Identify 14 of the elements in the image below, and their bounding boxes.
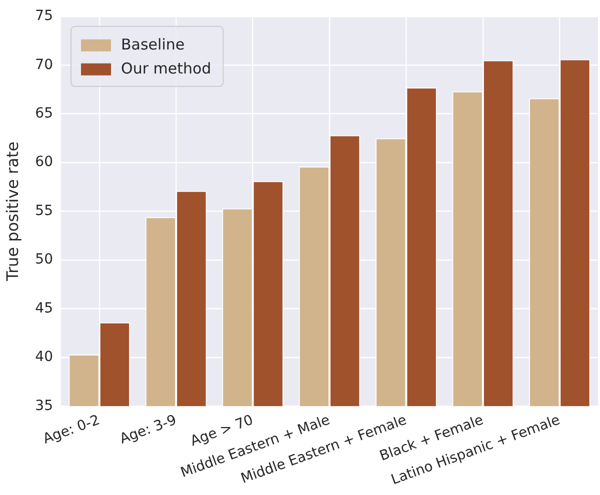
x-tick-label: Age: 0-2 [41,412,102,448]
y-axis-title: True positive rate [2,142,22,282]
y-tick-label: 60 [35,154,54,170]
y-tick-label: 65 [35,105,54,122]
legend-label: Our method [121,59,212,78]
y-tick-label: 40 [35,349,54,366]
y-tick-label: 75 [35,8,54,24]
y-tick-label: 35 [35,398,54,414]
legend-label: Baseline [121,35,185,54]
y-tick-label: 45 [35,300,54,316]
y-tick-label: 55 [35,202,54,219]
x-tick-label: Age: 3-9 [118,412,179,448]
y-tick-label: 50 [35,252,54,268]
y-tick-label: 70 [35,56,54,73]
